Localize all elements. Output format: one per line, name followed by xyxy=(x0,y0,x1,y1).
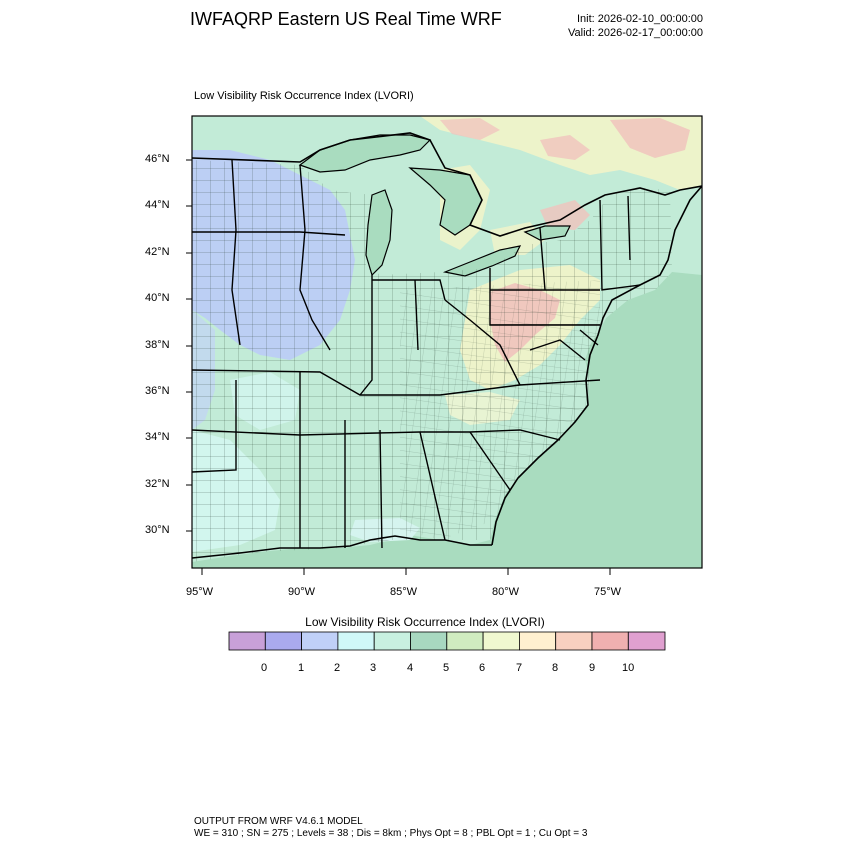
lake-ontario xyxy=(523,225,571,241)
county-grid-east xyxy=(400,280,600,540)
lat-label: 38°N xyxy=(145,339,170,351)
colorbar-box-5 xyxy=(410,631,448,651)
map-frame xyxy=(191,115,703,569)
colorbar-label: 10 xyxy=(622,662,635,674)
canada-pink-1 xyxy=(610,118,690,158)
colorbar-title: Low Visibility Risk Occurrence Index (LV… xyxy=(305,615,545,629)
lat-label: 46°N xyxy=(145,153,170,165)
lat-label: 44°N xyxy=(145,199,170,211)
colorbar-box-10 xyxy=(591,631,629,651)
lat-label: 36°N xyxy=(145,385,170,397)
lat-label: 40°N xyxy=(145,292,170,304)
plot-title: Low Visibility Risk Occurrence Index (LV… xyxy=(194,90,414,102)
colorbar-label: 7 xyxy=(516,662,523,674)
east-coastline xyxy=(491,185,702,546)
lat-label: 30°N xyxy=(145,524,170,536)
colorbar-box-2 xyxy=(301,631,339,651)
lon-label: 85°W xyxy=(390,586,418,598)
colorbar-box-11 xyxy=(627,631,666,651)
colorbar-box-9 xyxy=(555,631,593,651)
init-time: Init: 2026-02-10_00:00:00 xyxy=(577,13,703,25)
colorbar-label: 0 xyxy=(261,662,268,674)
colorbar-label: 9 xyxy=(589,662,596,674)
lat-ticks xyxy=(186,159,192,532)
colorbar-box-1 xyxy=(264,631,302,651)
lon-label: 75°W xyxy=(594,586,622,598)
colorbar-label: 2 xyxy=(334,662,341,674)
lat-label: 42°N xyxy=(145,246,170,258)
colorbar-label: 5 xyxy=(443,662,450,674)
footer-model-line: OUTPUT FROM WRF V4.6.1 MODEL xyxy=(194,816,363,827)
colorbar xyxy=(228,631,666,651)
lon-label: 80°W xyxy=(492,586,520,598)
colorbar-box-0 xyxy=(228,631,266,651)
colorbar-box-8 xyxy=(519,631,557,651)
main-title: IWFAQRP Eastern US Real Time WRF xyxy=(190,9,502,29)
state-borders xyxy=(192,159,641,549)
colorbar-box-7 xyxy=(482,631,520,651)
colorbar-label: 6 xyxy=(479,662,486,674)
colorbar-box-3 xyxy=(337,631,375,651)
us-canada-border xyxy=(192,132,702,237)
lon-ticks xyxy=(201,568,611,575)
colorbar-box-6 xyxy=(446,631,484,651)
lat-label: 32°N xyxy=(145,478,170,490)
lake-huron xyxy=(408,167,483,236)
colorbar-label: 8 xyxy=(552,662,559,674)
colorbar-label: 1 xyxy=(298,662,305,674)
map-field xyxy=(192,116,702,568)
lon-label: 90°W xyxy=(288,586,316,598)
lon-label: 95°W xyxy=(186,586,214,598)
canada-pink-3 xyxy=(440,118,500,140)
canada-pink-2 xyxy=(540,135,590,160)
colorbar-label: 3 xyxy=(370,662,377,674)
gulf-coastline xyxy=(192,535,492,559)
colorbar-label: 4 xyxy=(407,662,414,674)
valid-time: Valid: 2026-02-17_00:00:00 xyxy=(568,27,703,39)
lat-label: 34°N xyxy=(145,431,170,443)
atlantic-ocean xyxy=(192,272,702,568)
footer-config-line: WE = 310 ; SN = 275 ; Levels = 38 ; Dis … xyxy=(194,828,588,839)
colorbar-box-4 xyxy=(373,631,411,651)
